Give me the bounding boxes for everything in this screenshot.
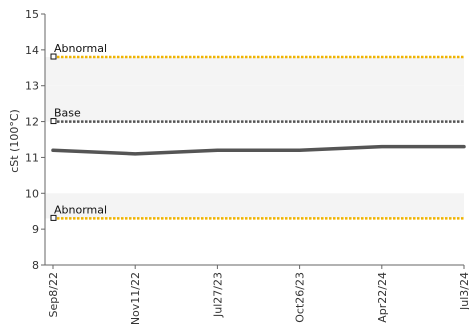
series-line-0	[51, 144, 466, 156]
series-0-point-0	[51, 149, 55, 152]
y-tick-label-5: 13	[25, 80, 39, 93]
reference-marker-1	[50, 118, 57, 125]
background-bands	[45, 57, 464, 219]
x-tick-label-4: Apr22/24	[376, 272, 389, 323]
x-tick-label-1: Nov11/22	[129, 272, 142, 325]
y-tick-label-7: 15	[25, 8, 39, 21]
series-0-point-2	[216, 149, 219, 152]
y-tick-label-1: 9	[32, 223, 39, 236]
x-tick-label-5: Jul3/24	[458, 272, 469, 311]
x-tick-label-3: Oct26/23	[294, 272, 307, 323]
y-axis-title: cSt (100°C)	[8, 109, 21, 173]
series-0-point-4	[380, 145, 383, 148]
series-0-point-3	[298, 149, 301, 152]
y-tick-label-3: 11	[25, 151, 39, 164]
y-tick-label-6: 14	[25, 44, 39, 57]
reference-marker-0	[50, 53, 57, 60]
reference-label-1: Base	[54, 107, 81, 120]
axes: 8 9 10 11 12 13 14 15 Sep8/22 Nov11/22 Jul27/23 Oct…	[25, 8, 469, 325]
reference-marker-2	[50, 214, 57, 221]
series-0-point-5	[462, 145, 466, 148]
y-tick-label-2: 10	[25, 187, 39, 200]
x-tick-label-0: Sep8/22	[47, 272, 60, 317]
band-1	[45, 85, 464, 122]
y-tick-label-4: 12	[25, 116, 39, 129]
reference-label-2: Abnormal	[54, 203, 107, 216]
x-tick-label-2: Jul27/23	[211, 272, 224, 318]
y-tick-label-0: 8	[32, 259, 39, 272]
reference-label-0: Abnormal	[54, 42, 107, 55]
series-0-point-1	[134, 152, 137, 156]
series-lines	[51, 144, 466, 156]
reference-lines: Abnormal Base Abnormal	[50, 42, 464, 221]
band-2	[45, 57, 464, 86]
band-0	[45, 193, 464, 219]
